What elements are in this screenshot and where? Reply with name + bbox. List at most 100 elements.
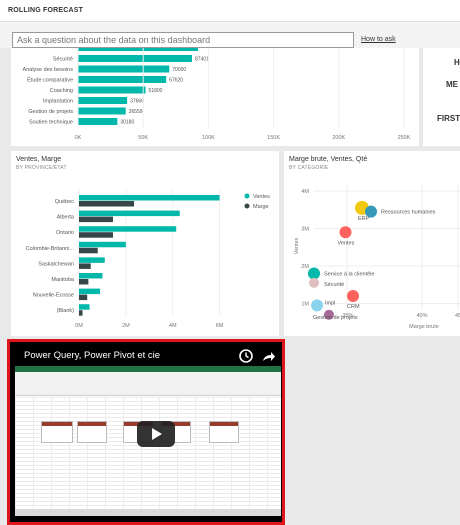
card-line-2: ME [446, 80, 458, 89]
x-tick-label: 100K [202, 135, 215, 141]
card-tile[interactable]: H ME FIRST [423, 48, 460, 146]
how-to-ask-link[interactable]: How to ask [361, 36, 396, 43]
bar [79, 257, 105, 263]
legend-label: Ventes [253, 194, 270, 200]
card-line-1: H [454, 58, 460, 67]
ventes-marge-title: Ventes, Marge [16, 156, 62, 163]
y-tick-label: 4M [301, 189, 309, 195]
scatter-point [324, 309, 334, 320]
bar [79, 294, 88, 301]
x-tick-label: 150K [267, 135, 280, 141]
bar [79, 226, 177, 232]
bar [79, 201, 135, 207]
bar-category-label: Coaching [50, 88, 73, 94]
y-tick-label: 2M [301, 264, 309, 270]
marge-brute-chart: 4M 3M 2M 1M -35% 40% 45 Ventes Marge brute ERP Res… [294, 183, 460, 330]
bar-value-label: 51800 [149, 88, 163, 94]
legend-marker [244, 193, 250, 199]
play-button[interactable] [137, 421, 175, 447]
point-label: Service à la clientèle [324, 272, 374, 278]
ventes-marge-tile[interactable]: Ventes, Marge BY PROVINCE/ÉTAT 0M 2M 4M 6M Q… [11, 151, 279, 336]
clock-icon[interactable] [239, 349, 253, 363]
x-tick-label: 200K [332, 135, 345, 141]
point-label: Impl [325, 300, 335, 306]
bar-value-label: 70000 [172, 67, 186, 73]
point-label: ERP [358, 216, 370, 222]
bar-clipped [78, 48, 198, 51]
bar-value-label: 67620 [169, 78, 183, 84]
mini-table [41, 421, 73, 443]
video-title: Power Query, Power Pivot et cie [24, 350, 161, 361]
x-axis-label: Marge brute [409, 324, 439, 330]
bar [79, 232, 113, 238]
x-tick-label: 50K [138, 135, 148, 141]
bar-value-label: 37660 [130, 99, 144, 105]
category-label: Alberta [57, 215, 75, 221]
bar-category-label: Sécurité [53, 57, 73, 63]
category-label: Manitoba [51, 277, 75, 283]
bar [79, 288, 101, 295]
point-label: CRM [347, 304, 360, 310]
dashboard-title: ROLLING FORECAST [8, 7, 84, 14]
x-tick-label: 4M [169, 323, 177, 329]
revenue-bar-tile[interactable]: Sécurité 87401 Analyse des besoins 70000 Étu… [11, 48, 419, 146]
marge-brute-title: Marge brute, Ventes, Qté [289, 156, 368, 163]
bar [79, 263, 91, 269]
mini-table [77, 421, 107, 443]
bar [78, 97, 128, 104]
x-tick-label: 40% [416, 313, 427, 319]
bar-category-label: Soutien technique [29, 120, 73, 126]
x-tick-label: 2M [122, 323, 130, 329]
bar [78, 55, 192, 62]
x-tick-label: 6M [216, 323, 224, 329]
category-label: Ontario [56, 230, 74, 236]
ventes-marge-subtitle: BY PROVINCE/ÉTAT [16, 165, 67, 171]
bar [78, 76, 167, 83]
y-tick-label: 3M [301, 227, 309, 233]
card-line-3: FIRST [437, 114, 460, 123]
scatter-point [339, 226, 352, 239]
x-tick-label: 0K [75, 135, 82, 141]
x-tick-label: 250K [398, 135, 411, 141]
bar [78, 107, 126, 115]
bar [78, 118, 118, 125]
bar [79, 304, 90, 310]
point-label: Sécurité [324, 282, 344, 288]
scatter-point [309, 277, 319, 288]
bar-value-label: 87401 [195, 57, 209, 63]
revenue-bar-chart: Sécurité 87401 Analyse des besoins 70000 Étu… [23, 48, 411, 141]
share-icon[interactable] [261, 349, 275, 363]
bar-value-label: 36559 [129, 109, 143, 115]
scatter-point [347, 290, 359, 302]
excel-grid [15, 397, 281, 509]
qna-input[interactable] [12, 32, 354, 48]
point-label: Ventes [338, 240, 355, 246]
y-axis-label: Ventes [294, 237, 300, 254]
x-tick-label: -35% [341, 313, 354, 319]
marge-brute-tile[interactable]: Marge brute, Ventes, Qté BY CATÉGORIE 4M… [284, 151, 460, 336]
category-label: Nouvelle-Écosse [33, 292, 74, 299]
legend-label: Marge [253, 204, 269, 210]
ventes-marge-chart: 0M 2M 4M 6M Québec Alberta Ontario Colombie-Bri… [26, 189, 270, 329]
legend-marker [244, 203, 250, 209]
bar [79, 279, 89, 285]
marge-brute-subtitle: BY CATÉGORIE [289, 165, 329, 171]
bar [79, 241, 126, 248]
bar-category-label: Étude comparative [27, 77, 73, 84]
bar-category-label: Gestion de projets [28, 109, 73, 115]
excel-ribbon [15, 366, 281, 396]
video-tile[interactable]: Power Query, Power Pivot et cie [7, 339, 285, 525]
bar [79, 273, 103, 279]
top-bar: ROLLING FORECAST [0, 0, 460, 22]
bar [78, 65, 170, 73]
category-label: Québec [55, 199, 75, 205]
sheet-tabs [15, 509, 281, 516]
bar-value-label: 30180 [120, 120, 134, 126]
x-tick-label: 45 [455, 313, 460, 319]
category-label: (Blank) [57, 308, 75, 314]
video-thumbnail[interactable] [15, 366, 281, 516]
bar-category-label: Implantation [43, 99, 73, 105]
scatter-point [311, 299, 323, 312]
x-tick-label: 0M [75, 323, 83, 329]
category-label: Saskatchewan [38, 261, 74, 267]
